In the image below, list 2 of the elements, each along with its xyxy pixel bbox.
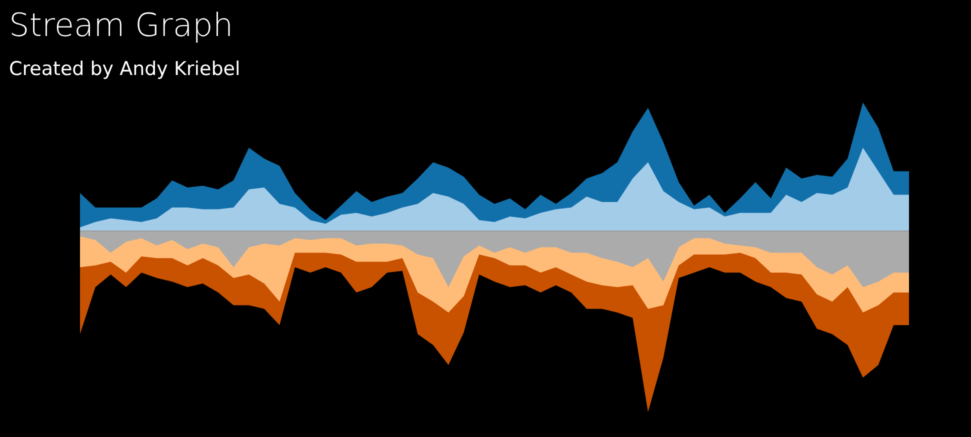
chart-subtitle: Created by Andy Kriebel — [9, 58, 240, 80]
chart-title: Stream Graph — [9, 6, 234, 44]
